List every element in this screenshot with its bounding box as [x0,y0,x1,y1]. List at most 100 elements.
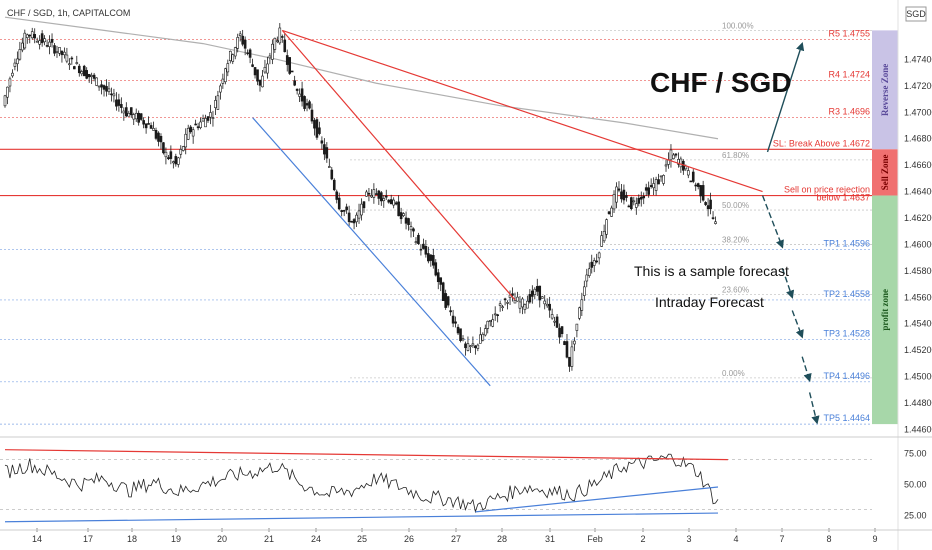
candle-body [40,33,44,44]
level-label-sl: SL: Break Above 1.4672 [773,138,870,148]
candle-body [439,277,443,285]
forecast-arrow-3 [791,310,804,339]
y-tick-label: 1.45600 [904,292,932,302]
y-tick-label: 1.46200 [904,213,932,223]
candle-body [219,85,222,93]
candle-body [337,197,341,210]
candle-body [459,328,462,341]
candle-body [246,52,249,55]
candle-body [224,68,227,83]
candle-body [654,179,658,191]
candle-body [694,184,698,187]
candle-body [573,340,576,345]
candle-body [367,193,371,195]
level-label-r3: R3 1.4696 [828,107,870,117]
candle-body [587,268,591,276]
candle-body [360,203,363,216]
candle-body [154,130,158,139]
candle-body [280,36,284,38]
x-tick-label: 17 [83,534,93,544]
candle-body [23,32,27,49]
candle-body [516,296,519,302]
fib-label: 61.80% [722,151,749,160]
candle-body [290,70,294,73]
y-tick-label: 1.45200 [904,345,932,355]
candle-body [204,118,207,128]
candle-body [704,202,707,205]
candle-body [142,120,145,125]
candle-body [441,282,445,301]
reverse-zone [872,30,898,150]
candle-body [632,200,636,203]
candle-body [389,199,393,205]
candle-body [412,228,415,232]
candle-body [617,188,621,191]
currency-badge[interactable] [905,6,927,22]
candle-body [65,54,69,62]
osc-trendline-1 [4,512,719,523]
candle-body [431,255,435,266]
x-tick-label: 26 [404,534,414,544]
trendline-2 [252,117,491,387]
candle-body [555,316,559,328]
candle-body [137,112,140,123]
candle-body [610,207,613,217]
candle-body [394,202,398,205]
candle-body [471,343,475,346]
fib-label: 50.00% [722,201,749,210]
fib-label: 38.20% [722,235,749,244]
candle-body [528,294,532,303]
candle-body [387,199,391,203]
candle-body [347,212,351,223]
x-tick-label: 27 [451,534,461,544]
candle-body [538,285,542,301]
candle-body [548,303,551,311]
candle-body [107,88,111,93]
candle-body [550,314,554,319]
candle-body [110,93,113,96]
annotation-sample-forecast: This is a sample forecast [634,263,789,279]
candle-body [139,113,143,120]
candle-body [498,303,502,306]
candle-body [662,175,665,184]
candle-body [644,187,648,191]
candle-body [622,189,626,201]
candle-body [293,80,296,86]
candle-body [85,70,88,79]
candle-body [328,166,331,168]
candle-body [597,252,601,259]
y-tick-label: 1.47000 [904,107,932,117]
y-tick-label: 1.46400 [904,187,932,197]
level-label-r4: R4 1.4724 [828,70,870,80]
candle-body [147,123,150,125]
candle-body [558,327,561,338]
x-tick-label: 24 [311,534,321,544]
candle-body [221,78,225,84]
candle-body [181,146,185,151]
candle-body [402,213,405,216]
candle-body [535,286,539,292]
candle-body [90,75,93,77]
candle-body [105,86,108,92]
candle-body [506,302,509,304]
candle-body [70,57,74,60]
candle-body [701,185,705,201]
candle-body [214,100,217,109]
candle-body [595,260,598,263]
candle-body [129,107,133,116]
candle-body [87,73,91,78]
candle-body [392,199,395,206]
x-tick-label: 28 [497,534,507,544]
candle-body [592,260,596,266]
candle-body [352,219,356,224]
candle-body [649,185,653,187]
candle-body [518,301,522,309]
moving-average-line [4,16,719,140]
candle-body [253,67,257,76]
candle-body [295,88,299,91]
candle-body [436,272,440,283]
x-tick-label: 2 [640,534,645,544]
candle-body [258,79,262,86]
candle-body [159,135,163,143]
candle-body [6,86,9,98]
